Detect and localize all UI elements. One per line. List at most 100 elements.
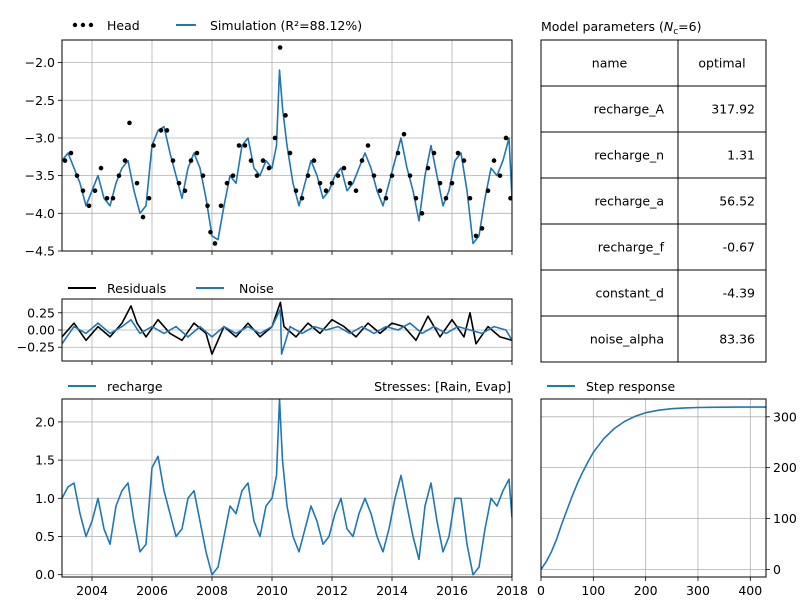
x-tick-label: 2006: [136, 583, 168, 598]
legend-step-label: Step response: [586, 379, 676, 394]
head-point: [407, 173, 413, 178]
head-point: [110, 195, 116, 201]
legend-head-marker: [88, 22, 94, 28]
head-point: [224, 180, 230, 186]
head-point: [395, 150, 401, 156]
head-point: [323, 188, 329, 194]
y-tick-label: −3.5: [25, 168, 55, 183]
head-point: [122, 158, 128, 163]
stresses-label: Stresses: [Rain, Evap]: [374, 379, 511, 394]
head-point: [236, 143, 242, 148]
y-tick-label: 0.5: [35, 529, 55, 544]
head-point: [389, 173, 395, 178]
param-value: 317.92: [711, 102, 755, 117]
step-legend: Step response: [547, 379, 676, 394]
y-tick-label: 0.00: [27, 323, 55, 338]
head-point: [170, 158, 176, 163]
head-point: [230, 173, 236, 178]
step-response-line: [541, 406, 766, 570]
y-tick-label: −4.0: [25, 206, 55, 221]
head-point: [329, 180, 335, 186]
head-point: [425, 165, 431, 171]
head-point: [419, 211, 425, 216]
x-tick-label: 2014: [376, 583, 408, 598]
param-value: 83.36: [719, 332, 755, 347]
simulation-line: [62, 69, 512, 245]
head-point: [86, 203, 92, 209]
head-point: [449, 180, 455, 186]
head-point: [98, 165, 104, 171]
param-name: recharge_n: [594, 148, 664, 163]
head-point: [208, 229, 213, 235]
legend-head-marker: [80, 22, 86, 28]
head-point: [299, 195, 305, 201]
head-point: [461, 158, 467, 163]
head-point: [182, 188, 188, 194]
head-point: [413, 195, 419, 201]
head-point: [467, 195, 473, 201]
param-name: noise_alpha: [590, 332, 664, 347]
head-point: [277, 45, 283, 50]
param-value: -4.39: [723, 286, 755, 301]
x-tick-label: 2010: [256, 583, 288, 598]
head-point: [266, 165, 272, 171]
head-point: [205, 203, 210, 209]
head-point: [248, 158, 254, 163]
head-point: [371, 173, 377, 178]
head-point: [473, 233, 479, 239]
head-point: [188, 158, 194, 163]
head-point: [212, 241, 218, 246]
head-point: [431, 150, 437, 156]
head-point: [194, 150, 200, 156]
head-point: [140, 214, 146, 220]
head-point: [485, 188, 491, 194]
table-title: Model parameters (Nc=6): [541, 19, 701, 37]
x-tick-label: 200: [634, 583, 658, 598]
x-tick-label: 300: [686, 583, 710, 598]
param-value: -0.67: [723, 240, 755, 255]
param-name: constant_d: [595, 286, 664, 301]
y-tick-label: −2.0: [25, 55, 55, 70]
head-point: [443, 195, 449, 201]
y-tick-label: −0.25: [17, 340, 55, 355]
head-point: [283, 113, 288, 118]
head-point: [503, 135, 509, 141]
recharge-line: [62, 399, 512, 576]
head-point: [293, 188, 299, 194]
head-point: [104, 195, 110, 201]
table-header-name: name: [592, 56, 628, 71]
head-point: [68, 150, 74, 156]
head-point: [151, 143, 156, 148]
param-name: recharge_a: [595, 194, 664, 209]
param-name: recharge_A: [594, 102, 665, 117]
x-tick-label: 2016: [436, 583, 468, 598]
y-tick-label: 300: [773, 409, 797, 424]
head-point: [455, 150, 461, 156]
legend-residuals-label: Residuals: [107, 281, 166, 296]
y-tick-label: 0.0: [35, 567, 55, 582]
head-point: [158, 128, 164, 133]
head-point: [92, 188, 98, 194]
y-tick-label: −2.5: [25, 93, 55, 108]
head-point: [437, 180, 443, 186]
x-tick-label: 2008: [196, 583, 228, 598]
recharge-legend: recharge Stresses: [Rain, Evap]: [68, 379, 511, 394]
head-point: [116, 173, 122, 178]
head-point: [134, 180, 140, 186]
param-name: recharge_f: [598, 240, 665, 255]
step-response-panel: 300 200 100 0 0 100 200 300 400: [537, 398, 797, 598]
x-tick-label: 100: [581, 583, 605, 598]
noise-line: [62, 308, 512, 355]
y-tick-label: 2.0: [35, 414, 55, 429]
head-point: [74, 173, 80, 178]
head-point: [218, 203, 224, 209]
head-point: [365, 143, 371, 148]
head-point: [287, 150, 293, 156]
head-point: [254, 173, 260, 178]
head-point: [242, 143, 248, 148]
legend-noise-label: Noise: [239, 281, 274, 296]
head-point: [260, 158, 266, 163]
legend-simulation-label: Simulation (R²=88.12%): [210, 18, 362, 33]
head-legend: Head Simulation (R²=88.12%): [72, 18, 362, 33]
legend-head-label: Head: [107, 18, 140, 33]
